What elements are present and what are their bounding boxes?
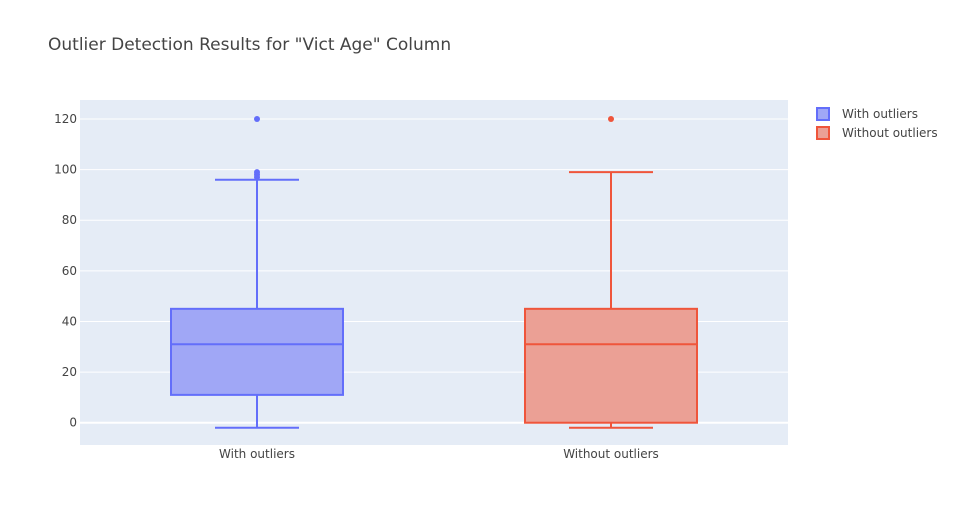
legend-label: With outliers — [842, 107, 918, 121]
box-without-outliers[interactable] — [524, 115, 698, 429]
y-tick-label: 80 — [62, 213, 77, 227]
legend[interactable]: With outliers Without outliers — [816, 107, 938, 140]
box-with-outliers[interactable] — [170, 115, 344, 429]
boxes — [170, 115, 698, 429]
legend-item[interactable]: Without outliers — [816, 126, 938, 140]
y-tick-label: 0 — [69, 416, 77, 430]
x-axis: With outliers Without outliers — [219, 447, 659, 461]
x-tick-label: Without outliers — [563, 447, 659, 461]
outlier-point[interactable] — [608, 115, 614, 122]
y-tick-label: 20 — [62, 365, 77, 379]
y-axis: 0 20 40 60 80 100 120 — [54, 112, 77, 430]
x-tick-label: With outliers — [219, 447, 295, 461]
box-body — [170, 307, 344, 396]
legend-item[interactable]: With outliers — [816, 107, 918, 121]
outlier-point[interactable] — [254, 115, 260, 122]
chart-title: Outlier Detection Results for "Vict Age"… — [48, 35, 451, 55]
legend-label: Without outliers — [842, 126, 938, 140]
legend-swatch — [816, 126, 830, 140]
outlier-point[interactable] — [254, 169, 260, 176]
y-tick-label: 40 — [62, 314, 77, 328]
y-tick-label: 120 — [54, 112, 77, 126]
y-tick-label: 60 — [62, 264, 77, 278]
box-body — [524, 307, 698, 424]
y-tick-label: 100 — [54, 163, 77, 177]
legend-swatch — [816, 107, 830, 121]
